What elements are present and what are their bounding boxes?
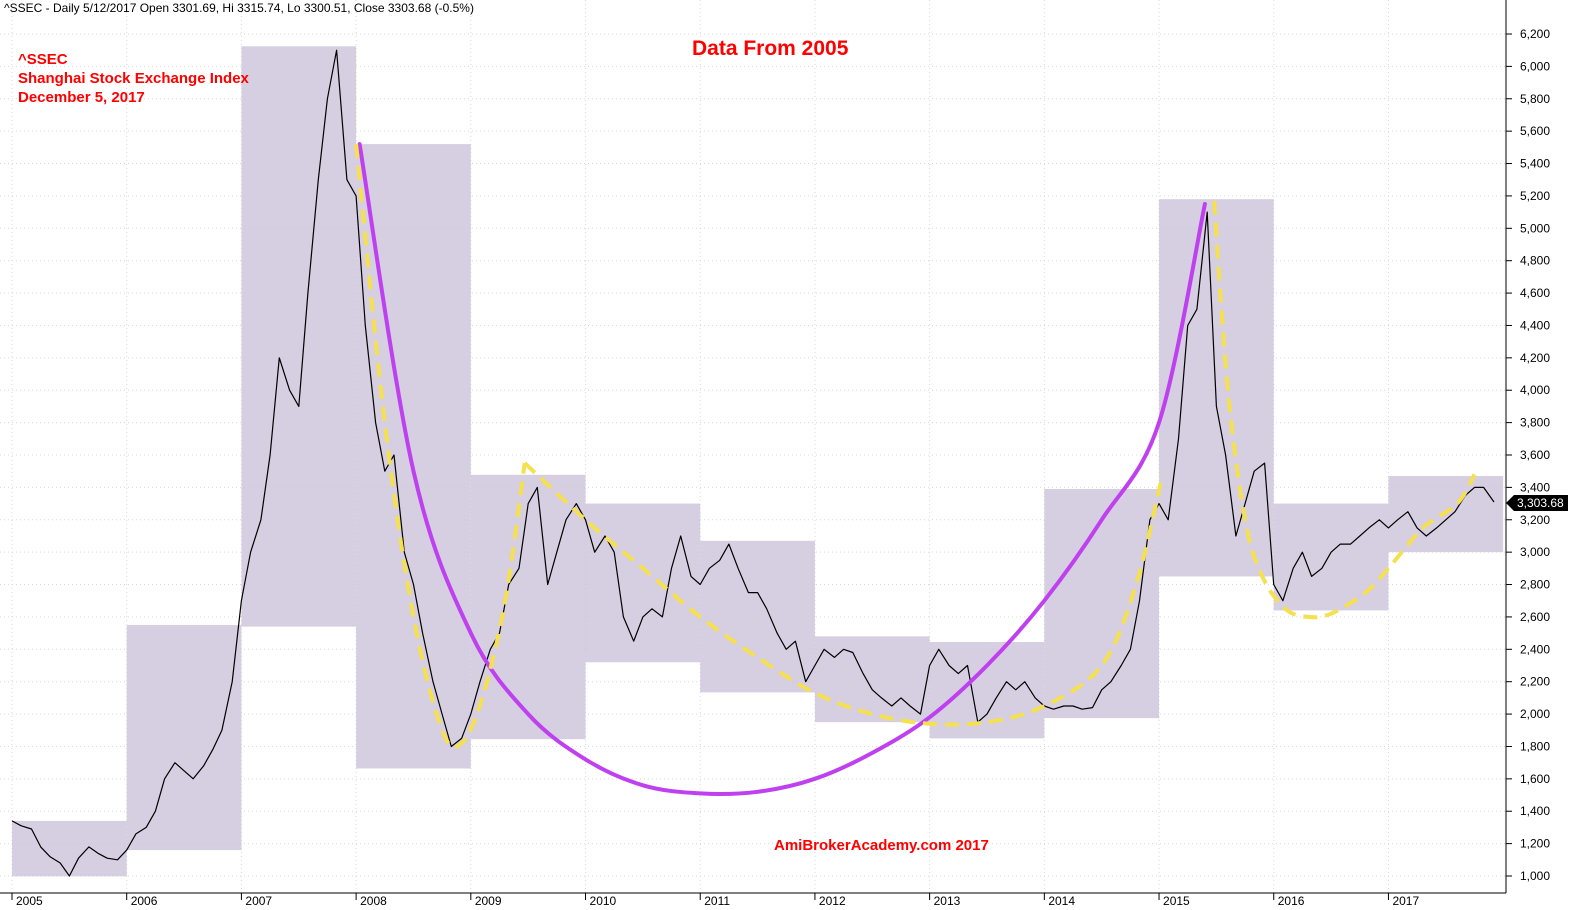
x-tick-label: 2007 xyxy=(245,894,272,908)
watermark-label: AmiBrokerAcademy.com 2017 xyxy=(774,837,989,854)
price-series xyxy=(11,49,1495,877)
year-box-2012 xyxy=(814,636,930,723)
index-name-label: Shanghai Stock Exchange Index xyxy=(18,70,250,87)
x-tick-label: 2014 xyxy=(1048,894,1075,908)
y-tick-label: 1,200 xyxy=(1520,837,1550,851)
year-box-2014 xyxy=(1044,489,1160,719)
y-tick-label: 4,400 xyxy=(1520,318,1550,332)
y-tick-label: 3,800 xyxy=(1520,416,1550,430)
y-tick-label: 5,800 xyxy=(1520,92,1550,106)
last-value-label: 3,303.68 xyxy=(1517,496,1564,510)
x-axis-ticks: 2005 2006 2007 2008 2009 2010 2011 2012 2013 2014… xyxy=(11,893,1419,908)
year-box-2011 xyxy=(700,540,815,693)
data-from-label: Data From 2005 xyxy=(692,37,849,60)
year-box-2016 xyxy=(1273,503,1389,611)
x-tick-label: 2005 xyxy=(16,894,43,908)
small-cycle-curve-2 xyxy=(523,461,1165,727)
year-box-2010 xyxy=(585,503,701,663)
y-tick-label: 1,800 xyxy=(1520,739,1550,753)
y-axis-ticks: 1,000 1,200 1,400 1,600 1,800 2,000 2,200 2,400… xyxy=(1506,27,1550,883)
x-tick-label: 2011 xyxy=(704,894,730,908)
y-tick-label: 2,400 xyxy=(1520,642,1550,656)
y-tick-label: 2,600 xyxy=(1520,610,1550,624)
price-line xyxy=(11,49,1495,877)
info-line: ^SSEC - Daily 5/12/2017 Open 3301.69, Hi… xyxy=(4,1,474,15)
y-tick-label: 4,200 xyxy=(1520,351,1550,365)
year-box-2009 xyxy=(470,474,586,740)
y-tick-label: 2,000 xyxy=(1520,707,1550,721)
axes xyxy=(0,0,1507,894)
x-tick-label: 2016 xyxy=(1278,894,1305,908)
y-tick-label: 1,600 xyxy=(1520,772,1550,786)
y-tick-label: 5,000 xyxy=(1520,221,1550,235)
y-tick-label: 3,200 xyxy=(1520,513,1550,527)
year-box-2015 xyxy=(1159,199,1274,577)
symbol-label: ^SSEC xyxy=(18,51,68,68)
year-range-boxes xyxy=(12,46,1504,877)
y-tick-label: 1,000 xyxy=(1520,869,1550,883)
x-tick-label: 2010 xyxy=(590,894,617,908)
x-tick-label: 2013 xyxy=(934,894,961,908)
y-tick-label: 4,800 xyxy=(1520,254,1550,268)
year-box-2006 xyxy=(126,625,242,851)
last-value-marker: 3,303.68 xyxy=(1506,494,1568,511)
y-tick-label: 2,200 xyxy=(1520,675,1550,689)
y-tick-label: 3,600 xyxy=(1520,448,1550,462)
y-tick-label: 1,400 xyxy=(1520,804,1550,818)
small-cycle-curve-3 xyxy=(1212,200,1477,620)
y-tick-label: 5,200 xyxy=(1520,189,1550,203)
year-box-2013 xyxy=(929,642,1045,739)
y-tick-label: 6,000 xyxy=(1520,59,1550,73)
x-tick-label: 2017 xyxy=(1392,894,1419,908)
y-tick-label: 2,800 xyxy=(1520,578,1550,592)
cycle-curves xyxy=(354,142,1477,797)
year-box-2005 xyxy=(12,820,127,877)
small-cycle-curve-1 xyxy=(354,143,527,750)
x-tick-label: 2006 xyxy=(131,894,158,908)
y-tick-label: 6,200 xyxy=(1520,27,1550,41)
y-tick-label: 3,400 xyxy=(1520,480,1550,494)
y-tick-label: 5,400 xyxy=(1520,157,1550,171)
y-tick-label: 5,600 xyxy=(1520,124,1550,138)
last-value-box xyxy=(1506,494,1568,511)
x-tick-label: 2009 xyxy=(475,894,502,908)
year-box-2007 xyxy=(241,46,357,627)
y-tick-label: 3,000 xyxy=(1520,545,1550,559)
y-tick-label: 4,600 xyxy=(1520,286,1550,300)
x-tick-label: 2015 xyxy=(1163,894,1190,908)
big-cup-curve xyxy=(357,142,1207,797)
y-tick-label: 4,000 xyxy=(1520,383,1550,397)
date-label: December 5, 2017 xyxy=(18,89,145,106)
x-tick-label: 2008 xyxy=(360,894,387,908)
x-tick-label: 2012 xyxy=(819,894,846,908)
